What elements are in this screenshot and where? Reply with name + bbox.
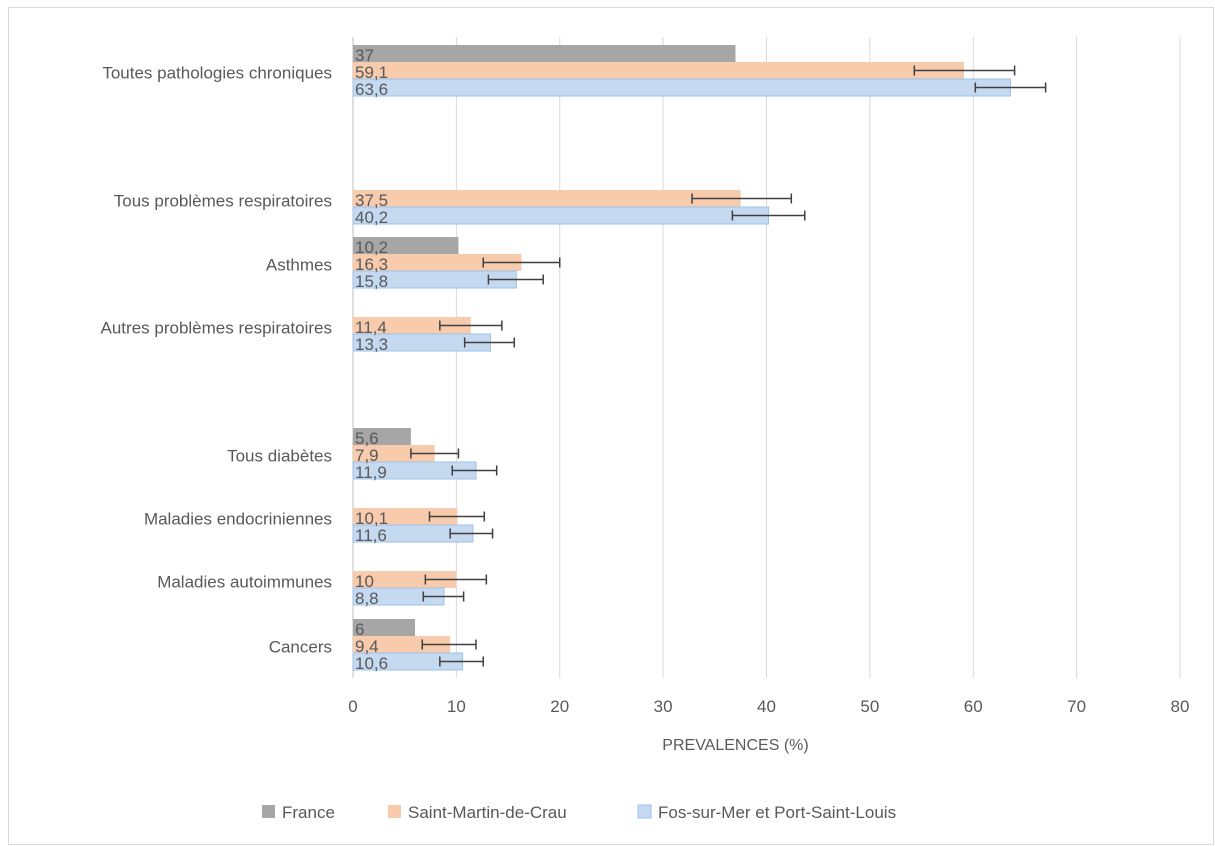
chart-frame bbox=[8, 7, 1214, 845]
x-tick-label: 40 bbox=[757, 697, 776, 716]
data-label: 40,2 bbox=[355, 208, 388, 227]
x-tick-label: 30 bbox=[654, 697, 673, 716]
x-tick-label: 80 bbox=[1171, 697, 1190, 716]
data-label: 16,3 bbox=[355, 255, 388, 274]
data-label: 11,9 bbox=[355, 463, 387, 482]
category-label: Maladies endocriniennes bbox=[144, 510, 332, 529]
legend-item: Fos-sur-Mer et Port-Saint-Louis bbox=[637, 803, 896, 822]
bar-saint-martin-de-crau bbox=[353, 508, 458, 525]
data-label: 9,4 bbox=[355, 637, 379, 656]
bar-saint-martin-de-crau bbox=[353, 445, 435, 462]
legend-label: France bbox=[282, 803, 335, 822]
bar-saint-martin-de-crau bbox=[353, 571, 457, 588]
x-tick-label: 70 bbox=[1067, 697, 1086, 716]
bar-france bbox=[353, 237, 459, 254]
legend-item: France bbox=[262, 803, 335, 822]
error-bar bbox=[410, 448, 460, 459]
legend-item: Saint-Martin-de-Crau bbox=[388, 803, 567, 822]
bar-saint-martin-de-crau bbox=[353, 62, 964, 79]
legend-label: Fos-sur-Mer et Port-Saint-Louis bbox=[658, 803, 896, 822]
data-label: 37,5 bbox=[355, 191, 388, 210]
error-bar bbox=[487, 274, 544, 285]
bar-fos-sur-mer-et-port-saint-louis bbox=[352, 78, 1011, 97]
error-bar bbox=[422, 591, 465, 602]
bar-saint-martin-de-crau bbox=[353, 190, 741, 207]
error-bar bbox=[449, 528, 494, 539]
data-label: 7,9 bbox=[355, 446, 379, 465]
x-tick-label: 20 bbox=[550, 697, 569, 716]
data-label: 8,8 bbox=[355, 589, 379, 608]
category-label: Autres problèmes respiratoires bbox=[101, 319, 332, 338]
error-bar bbox=[424, 574, 488, 585]
error-bars-group bbox=[410, 65, 1047, 667]
error-bar bbox=[482, 257, 561, 268]
category-label: Maladies autoimmunes bbox=[157, 573, 332, 592]
legend-label: Saint-Martin-de-Crau bbox=[408, 803, 567, 822]
error-bar bbox=[463, 337, 516, 348]
bar-france bbox=[353, 45, 736, 62]
category-label: Tous diabètes bbox=[227, 447, 332, 466]
error-bar bbox=[439, 656, 485, 667]
bar-saint-martin-de-crau bbox=[353, 317, 471, 334]
bar-saint-martin-de-crau bbox=[353, 636, 451, 653]
grid-lines bbox=[352, 37, 1181, 678]
legend-swatch bbox=[262, 805, 275, 818]
x-tick-label: 0 bbox=[348, 697, 357, 716]
error-bar bbox=[731, 210, 806, 221]
data-label: 10,1 bbox=[355, 509, 388, 528]
data-label: 63,6 bbox=[355, 80, 388, 99]
data-label: 10,2 bbox=[355, 238, 388, 257]
data-label: 37 bbox=[355, 46, 374, 65]
category-label: Asthmes bbox=[266, 256, 332, 275]
data-label: 6 bbox=[355, 620, 364, 639]
data-label: 15,8 bbox=[355, 272, 388, 291]
bar-fos-sur-mer-et-port-saint-louis bbox=[352, 206, 770, 225]
category-label: Toutes pathologies chroniques bbox=[102, 64, 332, 83]
error-bar bbox=[428, 511, 486, 522]
x-tick-label: 60 bbox=[964, 697, 983, 716]
data-label: 11,6 bbox=[355, 526, 387, 545]
x-tick-label: 10 bbox=[447, 697, 466, 716]
legend: France Saint-Martin-de-Crau Fos-sur-Mer et… bbox=[262, 803, 896, 822]
data-label: 13,3 bbox=[355, 335, 388, 354]
bar-france bbox=[353, 428, 411, 445]
data-label: 10,6 bbox=[355, 654, 388, 673]
category-label: Tous problèmes respiratoires bbox=[114, 192, 332, 211]
data-label: 59,1 bbox=[355, 63, 388, 82]
error-bar bbox=[974, 82, 1047, 93]
legend-swatch bbox=[388, 805, 401, 818]
error-bar bbox=[439, 320, 503, 331]
error-bar bbox=[913, 65, 1016, 76]
x-tick-label: 50 bbox=[860, 697, 879, 716]
error-bar bbox=[451, 465, 498, 476]
legend-swatch bbox=[637, 804, 652, 819]
error-bar bbox=[691, 193, 793, 204]
data-label: 5,6 bbox=[355, 429, 379, 448]
error-bar bbox=[421, 639, 477, 650]
x-tick-labels-group: 0 10 20 30 40 50 60 70 80 bbox=[348, 697, 1189, 716]
x-axis-title: PREVALENCES (%) bbox=[662, 737, 808, 754]
category-label: Cancers bbox=[269, 638, 332, 657]
data-label: 10 bbox=[355, 572, 374, 591]
bars-group bbox=[352, 45, 1011, 671]
bar-france bbox=[353, 619, 416, 636]
category-labels-group: Toutes pathologies chroniques Tous problè… bbox=[101, 64, 332, 657]
data-label: 11,4 bbox=[355, 318, 387, 337]
bar-saint-martin-de-crau bbox=[353, 254, 522, 271]
